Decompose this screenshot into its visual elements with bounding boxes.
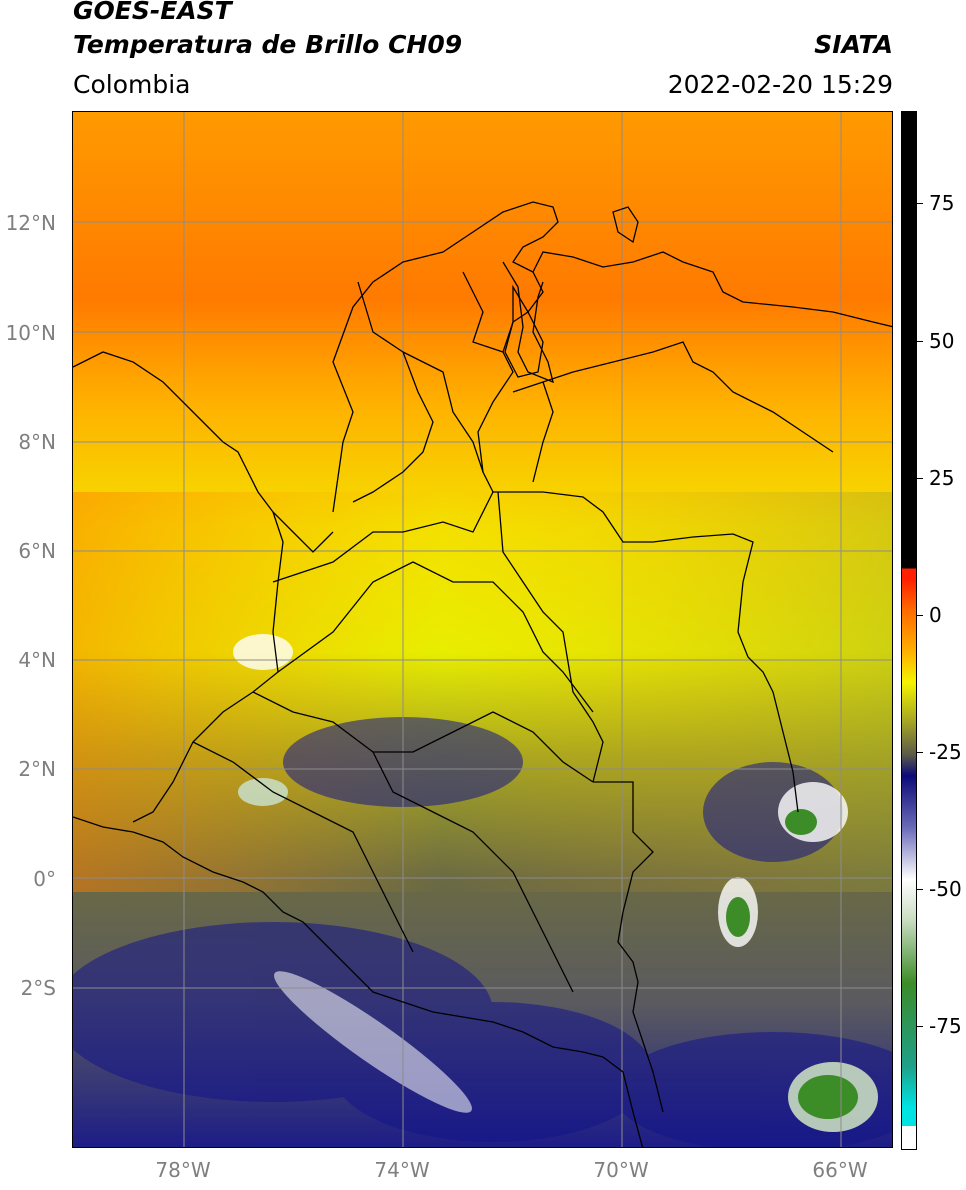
source-label: SIATA (814, 30, 893, 59)
lat-label-0: 0° (33, 867, 56, 891)
gridlines (73, 112, 892, 1147)
datetime-label: 2022-02-20 15:29 (667, 70, 893, 99)
lat-label-2S: 2°S (20, 976, 56, 1000)
lat-label-10N: 10°N (5, 321, 56, 345)
lon-label-70W: 70°W (593, 1158, 649, 1182)
product-title: Temperatura de Brillo CH09 (73, 30, 463, 59)
colorbar-tick-25: 25 (929, 466, 955, 490)
colorbar-tick-50: 50 (929, 329, 955, 353)
lat-label-4N: 4°N (18, 648, 56, 672)
satellite-title: GOES-EAST (73, 0, 232, 25)
lat-label-6N: 6°N (18, 539, 56, 563)
colorbar-tick-minus25: -25 (929, 740, 962, 764)
colorbar (901, 111, 917, 1150)
colorbar-tick-75: 75 (929, 191, 955, 215)
colorbar-tick-0: 0 (929, 603, 942, 627)
map-canvas (73, 112, 892, 1147)
region-label: Colombia (73, 70, 191, 99)
lat-label-8N: 8°N (18, 430, 56, 454)
colorbar-tick-minus50: -50 (929, 877, 962, 901)
lat-label-2N: 2°N (18, 757, 56, 781)
venezuela-coast (504, 206, 892, 378)
lon-label-66W: 66°W (812, 1158, 868, 1182)
brightness-temperature-map (72, 111, 893, 1148)
country-borders (73, 201, 834, 1147)
lon-label-78W: 78°W (155, 1158, 211, 1182)
lon-label-74W: 74°W (374, 1158, 430, 1182)
colorbar-tick-minus75: -75 (929, 1014, 962, 1038)
lat-label-12N: 12°N (5, 211, 56, 235)
